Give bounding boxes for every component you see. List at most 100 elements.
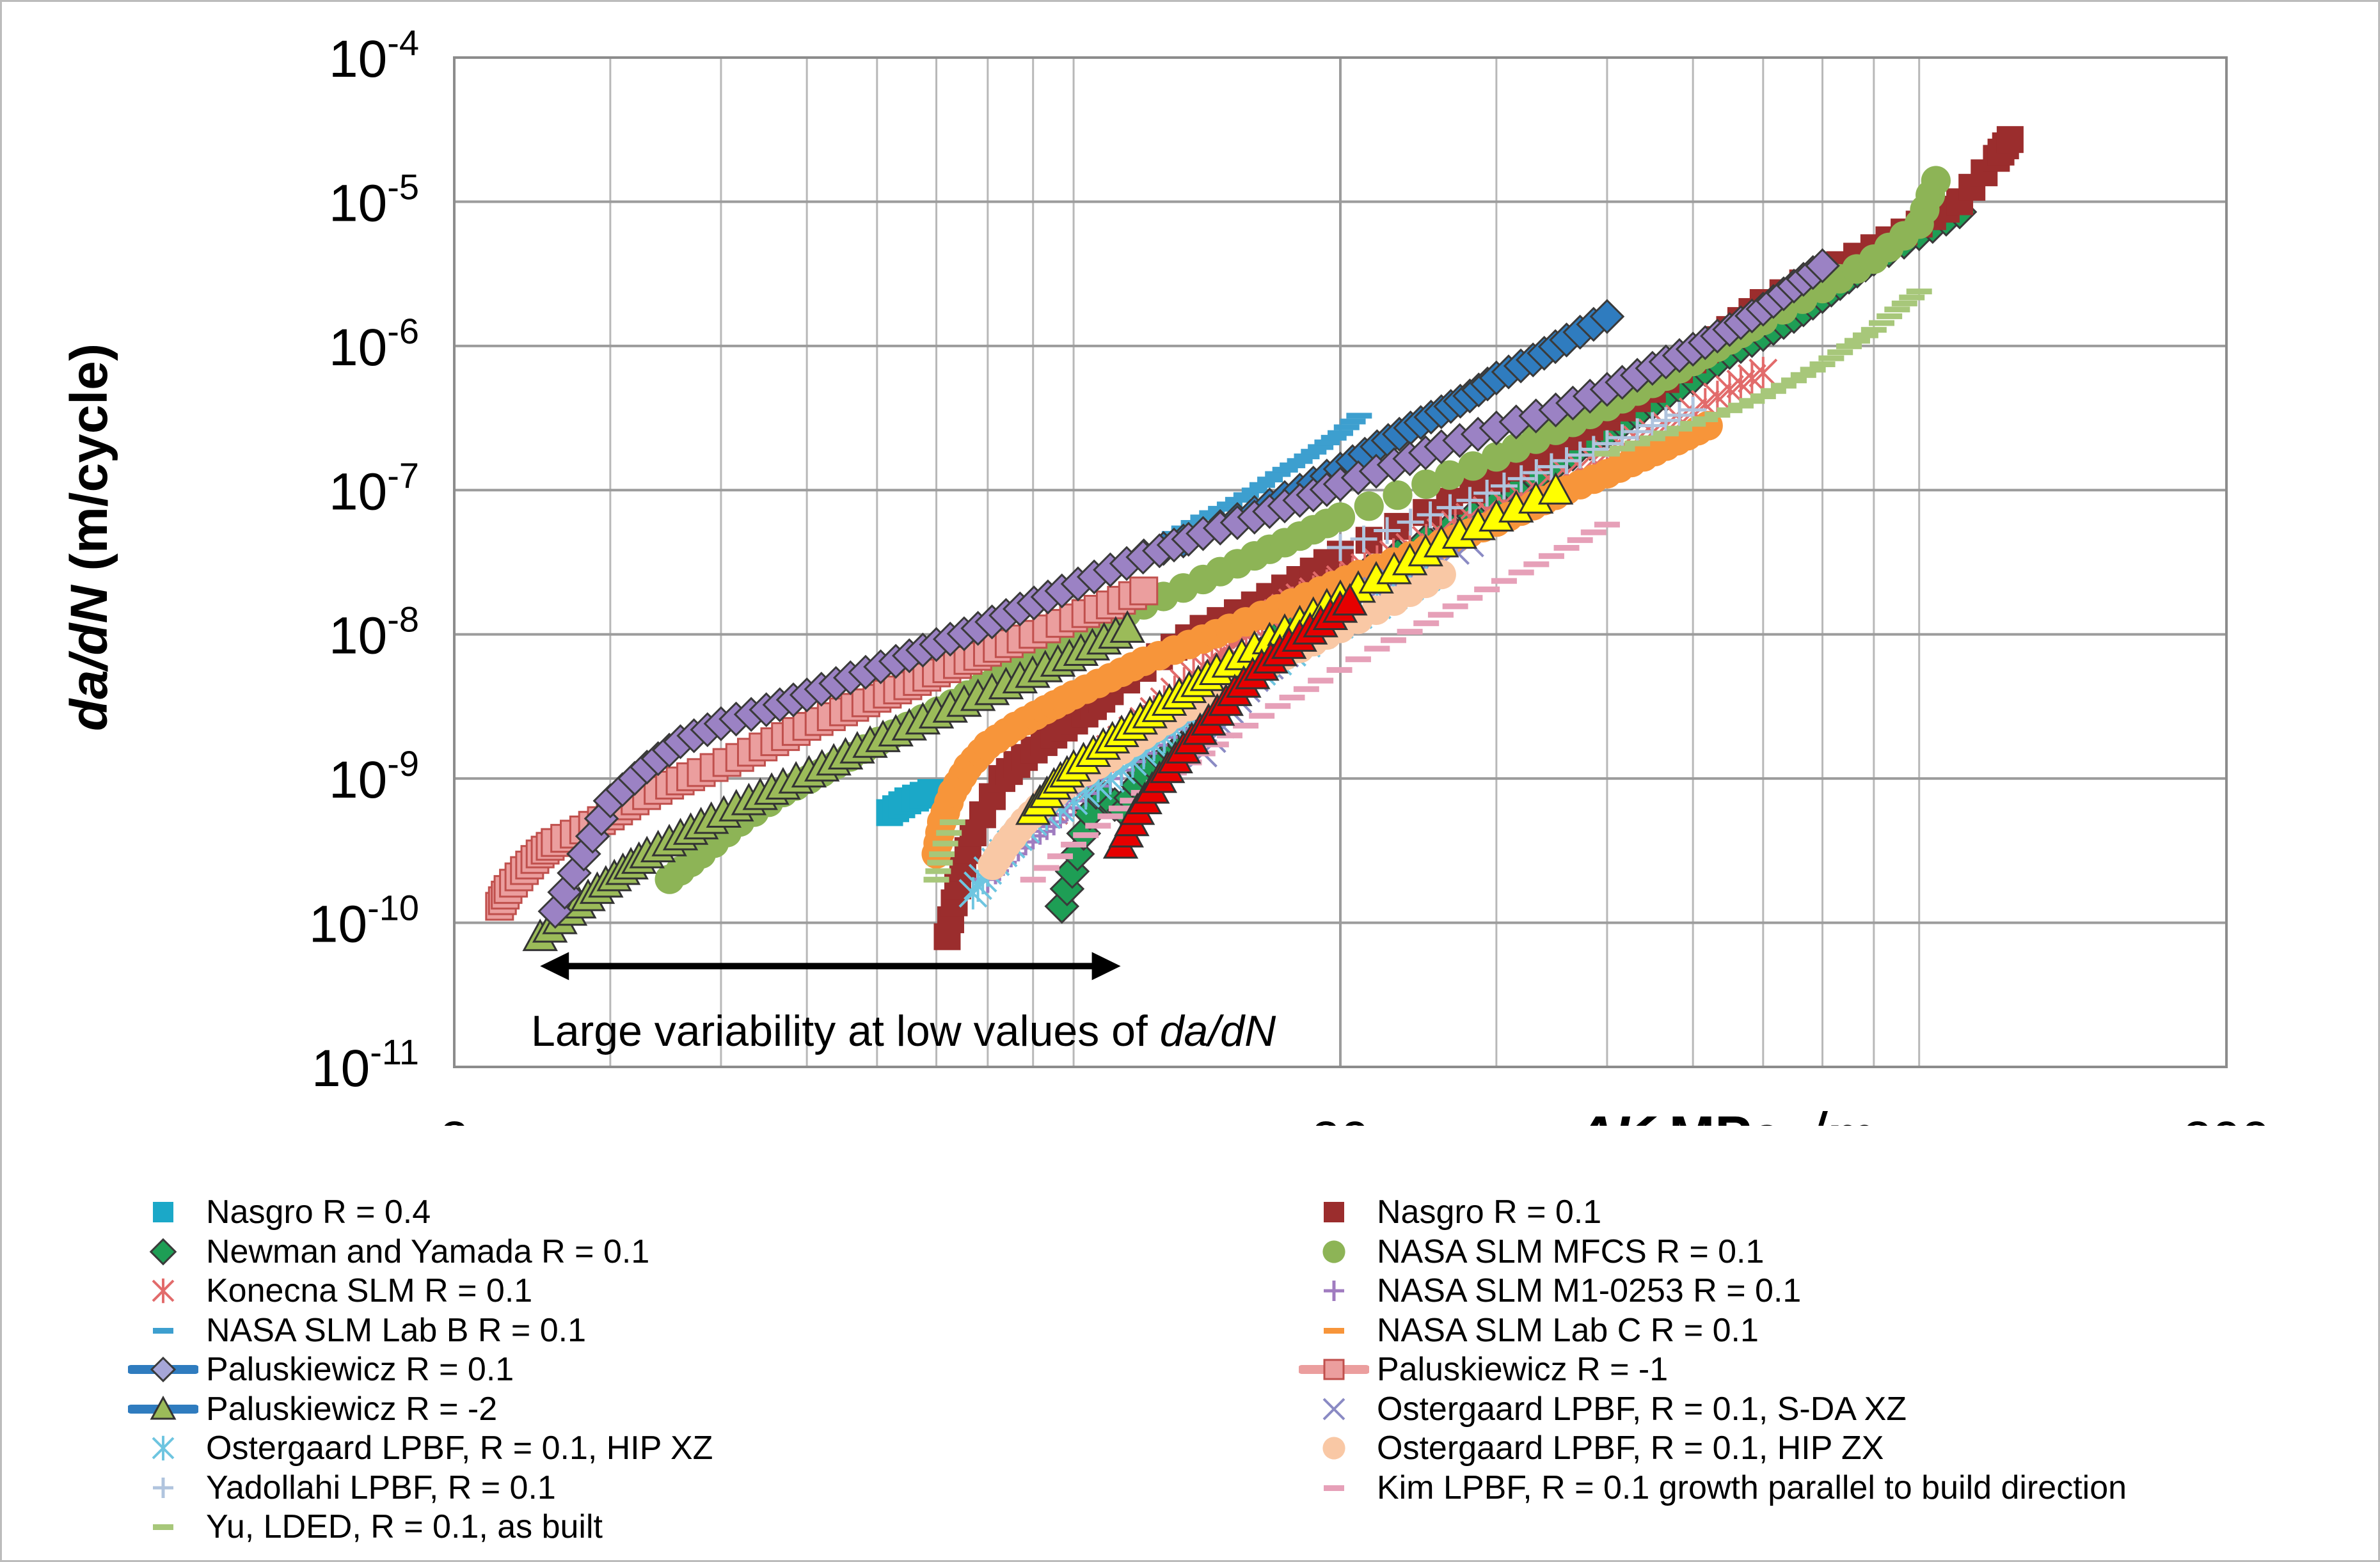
data-point [1537,471,1574,505]
data-point [1097,813,1123,819]
data-point [1225,496,1251,503]
legend-label: Ostergaard LPBF, R = 0.1, HIP XZ [206,1430,713,1467]
data-point [1380,637,1406,643]
legend-label: NASA SLM Lab C R = 0.1 [1377,1311,1759,1349]
data-point [1265,471,1291,477]
legend-marker-icon [1324,1485,1344,1491]
data-point [1397,629,1423,635]
data-point [1233,492,1259,498]
legend-label: Ostergaard LPBF, R = 0.1, S-DA XZ [1377,1390,1907,1428]
legend-marker-icon [1324,1202,1344,1222]
legend-marker-icon [1299,1359,1369,1380]
legend-label: NASA SLM M1-0253 R = 0.1 [1377,1272,1802,1309]
data-point [1809,361,1836,368]
data-point [1374,517,1401,544]
data-point [1108,805,1134,812]
data-point [1760,388,1786,394]
data-point [1325,502,1356,532]
y-tick-label: 10-10 [309,888,419,954]
data-point [1523,459,1550,487]
legend-marker-icon [128,1356,198,1383]
data-point [1061,841,1087,848]
legend-marker [1323,1359,1345,1380]
legend-marker [1324,1202,1344,1222]
data-point [1120,798,1146,804]
data-point [1416,501,1444,528]
data-point [1800,367,1826,373]
data-point [923,876,949,883]
legend-marker-icon [128,1395,198,1419]
data-point [1129,576,1159,606]
legend-item-right-5: Ostergaard LPBF, R = 0.1, S-DA XZ [1299,1389,1907,1429]
data-point [1199,510,1225,516]
y-tick-label: 10-11 [312,1032,419,1098]
legend-marker [153,1327,173,1334]
legend-marker-icon [1322,1437,1345,1460]
data-point [1308,444,1334,450]
legend-item-left-4: Paluskiewicz R = 0.1 [128,1350,514,1389]
data-point [1876,313,1903,319]
data-point [1692,416,1718,422]
data-point [939,819,965,826]
data-point [1491,578,1517,584]
data-point [1020,876,1046,883]
data-point [1345,656,1371,663]
data-point [1827,349,1853,356]
legend-marker-icon [1324,1281,1344,1301]
legend-item-left-2: Konecna SLM R = 0.1 [128,1271,532,1311]
data-point [1594,450,1620,457]
data-point [1346,413,1372,419]
data-point [1033,865,1059,871]
data-point [1442,603,1468,610]
data-point [1508,569,1534,576]
legend-marker-icon [149,1238,177,1265]
legend-label: Yu, LDED, R = 0.1, as built [206,1508,603,1545]
data-point [1333,424,1360,430]
data-point [1314,439,1340,446]
y-tick-label: 10-7 [329,455,419,521]
y-tick-label: 10-4 [329,22,419,88]
data-point [1490,472,1518,500]
data-point [1538,553,1564,559]
grid [454,58,2226,1067]
legend-item-right-0: Nasgro R = 0.1 [1299,1192,1601,1232]
data-point [1805,248,1840,283]
data-point [1426,560,1456,590]
data-point [1639,435,1665,441]
data-point [1413,620,1440,626]
legend-marker-icon [153,1327,173,1334]
data-point [1624,440,1651,446]
data-point [1272,466,1298,473]
legend-item-right-4: Paluskiewicz R = -1 [1299,1350,1668,1389]
annotation-arrow-left-head [540,952,569,981]
legend-item-right-3: NASA SLM Lab C R = 0.1 [1299,1311,1759,1350]
legend-item-left-8: Yu, LDED, R = 0.1, as built [128,1507,603,1547]
legend-marker [1322,1240,1345,1263]
data-point [925,868,951,874]
data-point [1257,477,1283,483]
data-point [1553,447,1580,475]
data-point [1580,436,1607,463]
data-point [1553,544,1580,551]
legend-marker-icon [153,1202,173,1222]
y-tick-label: 10-5 [329,166,419,232]
data-point [1836,343,1862,349]
data-point [1567,537,1593,543]
legend-item-left-5: Paluskiewicz R = -2 [128,1389,497,1429]
data-point [1332,583,1368,616]
legend-marker [152,1435,175,1461]
legend-marker-icon [153,1524,173,1530]
legend-label: Ostergaard LPBF, R = 0.1, HIP ZX [1377,1430,1884,1467]
legend-item-right-6: Ostergaard LPBF, R = 0.1, HIP ZX [1299,1428,1884,1468]
legend-label: Konecna SLM R = 0.1 [206,1272,533,1309]
series-19 [537,248,1840,929]
legend-marker-icon [153,1477,173,1498]
data-point [1180,520,1207,526]
legend-label: Nasgro R = 0.4 [206,1194,431,1231]
data-point [1537,453,1565,480]
series-14 [1327,396,1707,561]
data-point [1241,487,1267,494]
data-point [929,851,955,858]
legend-marker-icon [1322,1240,1345,1263]
